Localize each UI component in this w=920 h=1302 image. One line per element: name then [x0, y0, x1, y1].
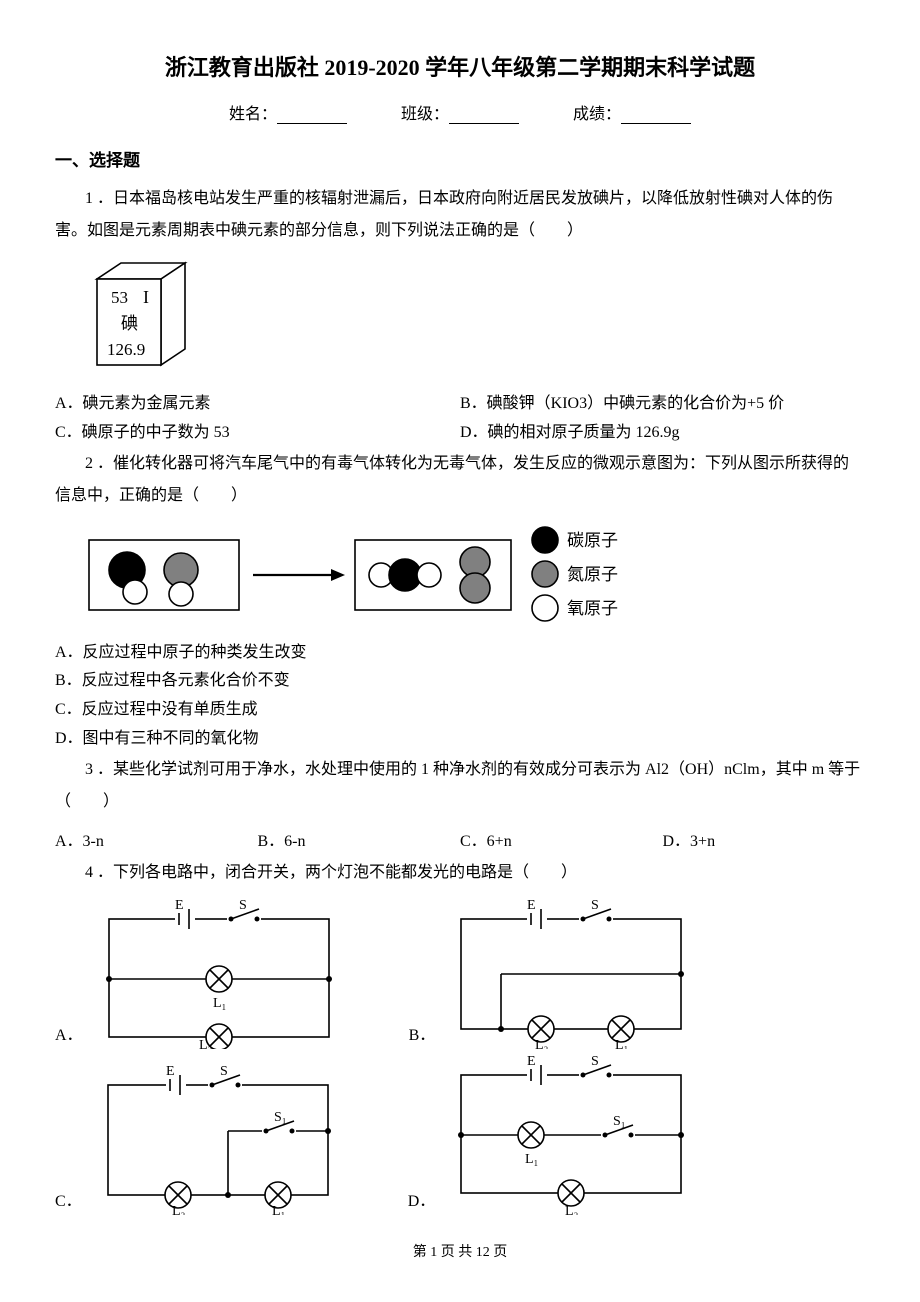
q2-optC: C．反应过程中没有单质生成	[55, 696, 865, 725]
q4-label-A: A．	[55, 1021, 83, 1049]
svg-text:I: I	[143, 287, 149, 307]
q1-optB: B．碘酸钾（KIO3）中碘元素的化合价为+5 价	[460, 390, 865, 419]
q3-optC: C．6+n	[460, 828, 663, 857]
svg-text:氧原子: 氧原子	[567, 599, 618, 618]
svg-text:L₂: L₂	[172, 1204, 186, 1215]
name-blank	[277, 108, 347, 124]
svg-text:L₁: L₁	[272, 1204, 285, 1215]
q4-label-D: D．	[408, 1187, 436, 1215]
page-footer: 第 1 页 共 12 页	[55, 1241, 865, 1261]
svg-text:氮原子: 氮原子	[567, 565, 618, 584]
svg-text:E: E	[527, 1055, 536, 1069]
q1-optD: D．碘的相对原子质量为 126.9g	[460, 419, 865, 448]
q1-element-figure: 53 I 碘 126.9	[85, 257, 865, 382]
q4-row1: A． E S L₁ L₂	[55, 899, 865, 1049]
section-1-heading: 一、选择题	[55, 146, 865, 171]
form-line: 姓名： 班级： 成绩：	[55, 100, 865, 124]
q4-circuit-B: B． E S L₂	[409, 899, 702, 1049]
q1-num: 1 ．	[85, 190, 113, 207]
svg-text:S: S	[591, 1055, 599, 1069]
q3-optA: A．3-n	[55, 828, 258, 857]
q2-num: 2 ．	[85, 455, 113, 472]
svg-text:53: 53	[111, 288, 128, 307]
q4-label-B: B．	[409, 1021, 436, 1049]
q3-options: A．3-n B．6-n C．6+n D．3+n	[55, 828, 865, 857]
svg-text:L₂: L₂	[535, 1038, 549, 1049]
q3-text: 某些化学试剂可用于净水，水处理中使用的 1 种净水剂的有效成分可表示为 Al2（…	[55, 761, 860, 810]
q4-circuit-D: D． E S L₁	[408, 1055, 702, 1215]
q3-optB: B．6-n	[258, 828, 461, 857]
q3-num: 3 ．	[85, 761, 113, 778]
svg-text:E: E	[175, 899, 184, 913]
svg-text:E: E	[166, 1065, 175, 1079]
score-label: 成绩：	[573, 106, 621, 123]
svg-text:L₂: L₂	[199, 1038, 213, 1049]
class-label: 班级：	[401, 106, 449, 123]
q2-reaction-figure: 碳原子 氮原子 氧原子	[85, 522, 865, 633]
svg-text:L₂: L₂	[565, 1204, 579, 1215]
class-blank	[449, 108, 519, 124]
question-3: 3 ．某些化学试剂可用于净水，水处理中使用的 1 种净水剂的有效成分可表示为 A…	[55, 754, 865, 818]
q1-text: 日本福岛核电站发生严重的核辐射泄漏后，日本政府向附近居民发放碘片，以降低放射性碘…	[55, 190, 833, 239]
q2-optB: B．反应过程中各元素化合价不变	[55, 667, 865, 696]
svg-text:L₁: L₁	[213, 996, 226, 1011]
svg-text:L₁: L₁	[615, 1038, 628, 1049]
svg-text:L₁: L₁	[525, 1152, 538, 1167]
question-4: 4 ．下列各电路中，闭合开关，两个灯泡不能都发光的电路是（ ）	[55, 857, 865, 889]
q4-circuit-A: A． E S L₁ L₂	[55, 899, 349, 1049]
name-label: 姓名：	[229, 106, 277, 123]
svg-text:碳原子: 碳原子	[567, 531, 618, 550]
svg-text:S₁: S₁	[613, 1114, 626, 1129]
q1-optA: A．碘元素为金属元素	[55, 390, 460, 419]
q4-circuit-C: C． E S S₁	[55, 1055, 348, 1215]
q2-optD: D．图中有三种不同的氧化物	[55, 725, 865, 754]
q4-text: 下列各电路中，闭合开关，两个灯泡不能都发光的电路是（ ）	[113, 864, 577, 881]
q4-row2: C． E S S₁	[55, 1055, 865, 1215]
svg-text:S: S	[591, 899, 599, 913]
q1-options: A．碘元素为金属元素 B．碘酸钾（KIO3）中碘元素的化合价为+5 价	[55, 390, 865, 419]
svg-text:碘: 碘	[121, 314, 138, 333]
svg-text:S: S	[220, 1065, 228, 1079]
score-blank	[621, 108, 691, 124]
question-2: 2 ．催化转化器可将汽车尾气中的有毒气体转化为无毒气体，发生反应的微观示意图为：…	[55, 448, 865, 512]
q1-options-row2: C．碘原子的中子数为 53 D．碘的相对原子质量为 126.9g	[55, 419, 865, 448]
q4-label-C: C．	[55, 1187, 82, 1215]
question-1: 1 ．日本福岛核电站发生严重的核辐射泄漏后，日本政府向附近居民发放碘片，以降低放…	[55, 183, 865, 247]
q3-optD: D．3+n	[663, 828, 866, 857]
q1-optC: C．碘原子的中子数为 53	[55, 419, 460, 448]
q2-text: 催化转化器可将汽车尾气中的有毒气体转化为无毒气体，发生反应的微观示意图为：下列从…	[55, 455, 849, 504]
page-title: 浙江教育出版社 2019-2020 学年八年级第二学期期末科学试题	[55, 50, 865, 82]
q2-options: A．反应过程中原子的种类发生改变 B．反应过程中各元素化合价不变 C．反应过程中…	[55, 639, 865, 754]
svg-text:S₁: S₁	[274, 1110, 287, 1125]
svg-text:S: S	[239, 899, 247, 913]
q2-optA: A．反应过程中原子的种类发生改变	[55, 639, 865, 668]
q4-num: 4 ．	[85, 864, 113, 881]
svg-text:126.9: 126.9	[107, 340, 145, 359]
svg-text:E: E	[527, 899, 536, 913]
